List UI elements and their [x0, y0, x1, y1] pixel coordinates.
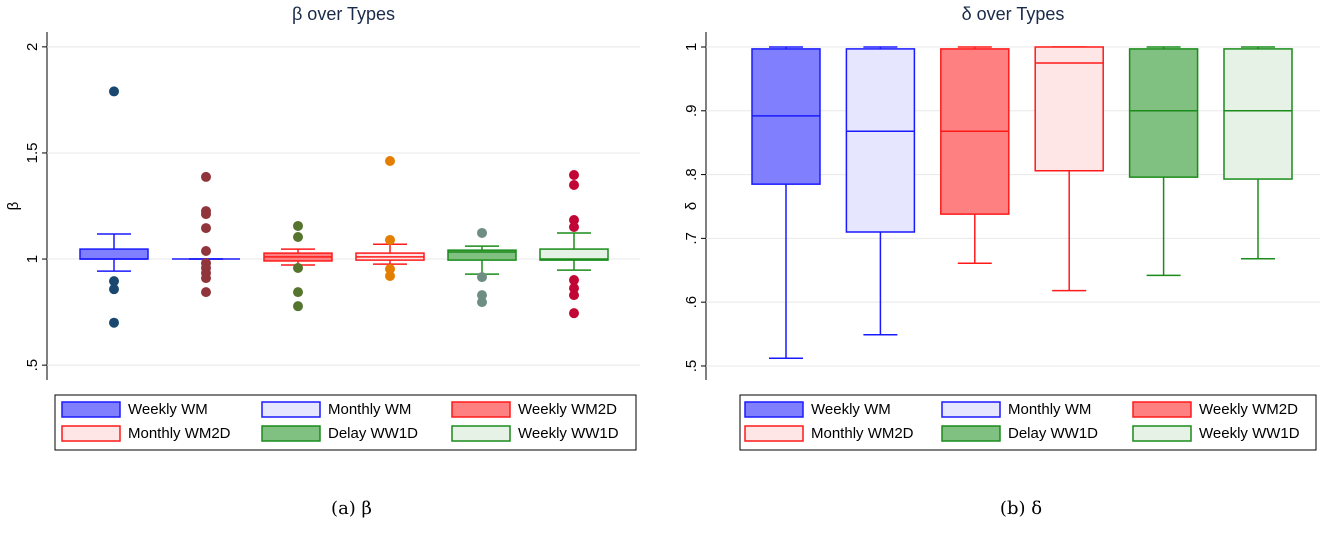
y-tick-label: 2 [24, 43, 41, 51]
outlier [293, 287, 303, 298]
outlier [109, 276, 119, 287]
box [539, 248, 609, 261]
legend-label: Weekly WM [128, 401, 208, 418]
outlier [385, 264, 395, 275]
y-tick-label: 1 [683, 43, 700, 51]
chart-title: δ over Types [962, 4, 1065, 24]
outlier [477, 272, 487, 283]
legend-key [941, 401, 1001, 418]
y-tick-label: .8 [683, 168, 700, 181]
legend-key [744, 425, 804, 442]
outlier [293, 301, 303, 312]
legend-label: Monthly WM2D [128, 425, 231, 442]
caption: (a) β [331, 498, 372, 519]
legend-label: Weekly WM2D [1199, 401, 1298, 418]
legend-label: Monthly WM2D [811, 425, 914, 442]
y-tick-label: .7 [683, 232, 700, 245]
y-axis-label: β [5, 201, 22, 210]
legend-key [61, 401, 121, 418]
outlier [293, 231, 303, 242]
outlier [109, 86, 119, 97]
box [845, 48, 916, 233]
outlier [569, 215, 579, 226]
outlier [293, 262, 303, 273]
y-axis-label: δ [683, 202, 700, 210]
legend-label: Monthly WM [1008, 401, 1091, 418]
outlier [477, 227, 487, 238]
box [1128, 48, 1199, 178]
outlier [201, 171, 211, 182]
legend-key [744, 401, 804, 418]
legend-label: Delay WW1D [1008, 425, 1098, 442]
legend-label: Weekly WM2D [518, 401, 617, 418]
legend-key [1132, 425, 1192, 442]
legend-key [451, 425, 511, 442]
legend-label: Monthly WM [328, 401, 411, 418]
outlier [385, 234, 395, 245]
y-tick-label: .5 [683, 360, 700, 373]
y-tick-label: 1 [24, 255, 41, 263]
outlier [477, 297, 487, 308]
box [447, 249, 517, 261]
y-tick-label: 1.5 [24, 143, 41, 164]
y-tick-label: .6 [683, 296, 700, 309]
outlier [201, 287, 211, 298]
legend-label: Weekly WM [811, 401, 891, 418]
box [79, 248, 149, 260]
outlier [109, 284, 119, 295]
outlier [201, 273, 211, 284]
caption: (b) δ [1000, 498, 1042, 519]
outlier [385, 156, 395, 167]
legend-frame [54, 394, 637, 451]
legend-label: Weekly WW1D [518, 425, 619, 442]
legend-key [261, 425, 321, 442]
outlier [569, 308, 579, 319]
box [1223, 48, 1293, 180]
legend-key [261, 401, 321, 418]
y-tick-label: .9 [683, 105, 700, 118]
box [1034, 46, 1104, 172]
legend-key [941, 425, 1001, 442]
outlier [569, 290, 579, 301]
legend-key [1132, 401, 1192, 418]
legend-label: Weekly WW1D [1199, 425, 1300, 442]
outlier [201, 223, 211, 234]
legend-frame [739, 394, 1317, 451]
outlier [569, 283, 579, 294]
outlier [109, 317, 119, 328]
outlier [569, 179, 579, 190]
outlier [293, 220, 303, 231]
outlier [569, 275, 579, 286]
legend-label: Delay WW1D [328, 425, 418, 442]
outlier [385, 271, 395, 282]
y-tick-label: .5 [24, 359, 41, 372]
outlier [569, 170, 579, 181]
legend-key [451, 401, 511, 418]
outlier [201, 209, 211, 220]
outlier [477, 290, 487, 301]
legend-key [61, 425, 121, 442]
outlier [201, 245, 211, 256]
outlier [569, 222, 579, 233]
chart-title: β over Types [292, 4, 395, 24]
